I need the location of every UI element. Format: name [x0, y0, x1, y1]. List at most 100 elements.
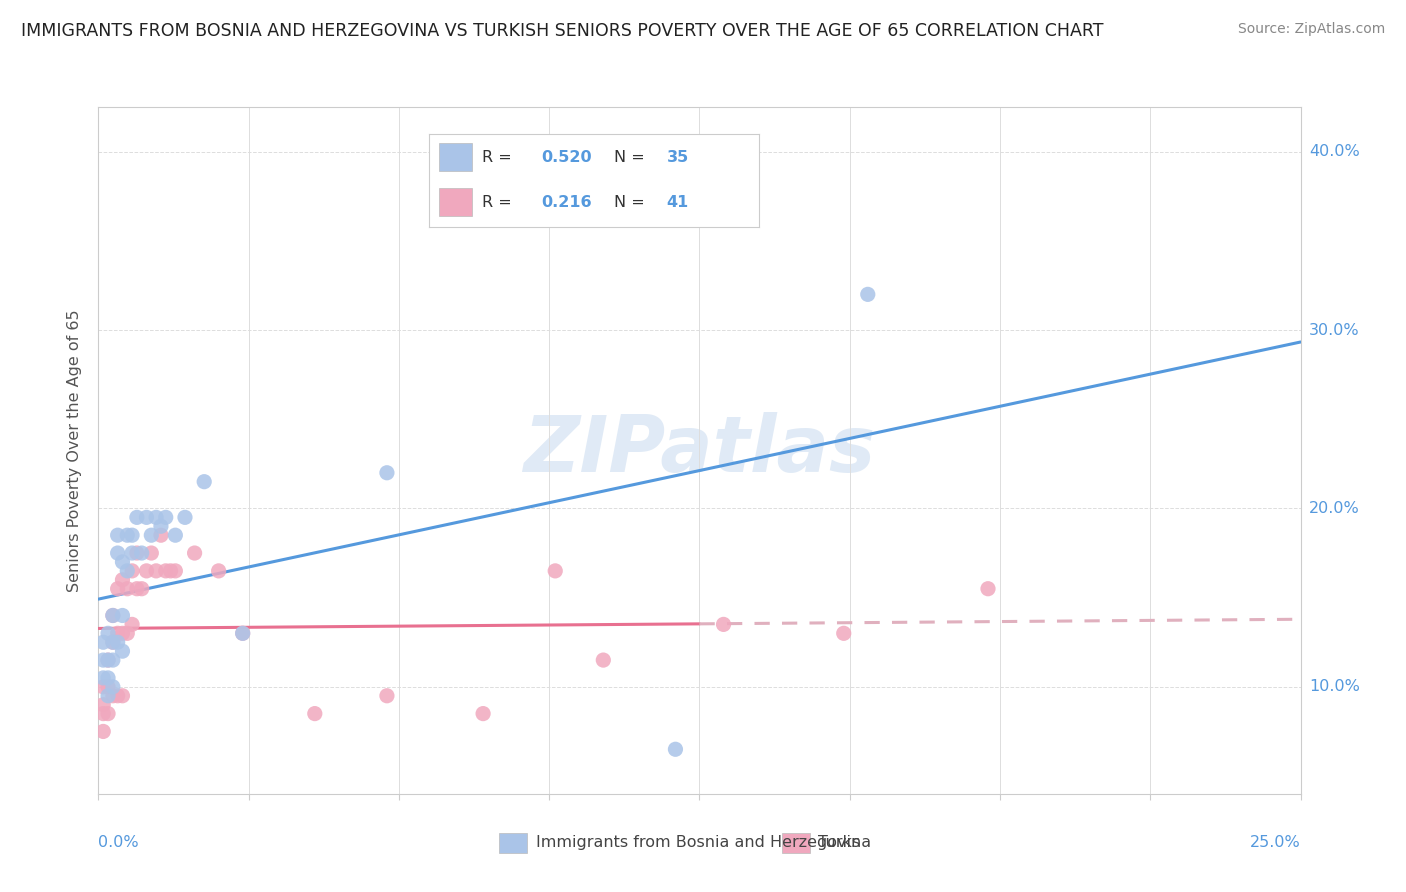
- Point: [107, 635, 129, 649]
- Point: [141, 546, 163, 560]
- Text: N =: N =: [614, 150, 650, 165]
- Point: [107, 689, 129, 703]
- Text: IMMIGRANTS FROM BOSNIA AND HERZEGOVINA VS TURKISH SENIORS POVERTY OVER THE AGE O: IMMIGRANTS FROM BOSNIA AND HERZEGOVINA V…: [21, 22, 1104, 40]
- Point: [101, 680, 124, 694]
- Bar: [499, 833, 527, 853]
- Point: [91, 653, 114, 667]
- Point: [208, 564, 231, 578]
- Point: [111, 689, 134, 703]
- Bar: [439, 188, 472, 216]
- Text: Immigrants from Bosnia and Herzegovina: Immigrants from Bosnia and Herzegovina: [536, 836, 870, 850]
- Point: [111, 555, 134, 569]
- Y-axis label: Seniors Poverty Over the Age of 65: Seniors Poverty Over the Age of 65: [67, 310, 83, 591]
- Bar: [439, 144, 472, 171]
- Point: [155, 564, 177, 578]
- Point: [125, 546, 148, 560]
- Text: R =: R =: [482, 150, 516, 165]
- Point: [121, 528, 143, 542]
- Point: [544, 564, 567, 578]
- Point: [232, 626, 254, 640]
- Point: [97, 680, 120, 694]
- Point: [117, 626, 139, 640]
- Point: [97, 653, 120, 667]
- Point: [101, 635, 124, 649]
- Text: 25.0%: 25.0%: [1250, 836, 1301, 850]
- Point: [155, 510, 177, 524]
- Point: [97, 706, 120, 721]
- Point: [977, 582, 1000, 596]
- Point: [713, 617, 735, 632]
- Point: [145, 510, 167, 524]
- Text: N =: N =: [614, 194, 650, 210]
- Point: [165, 564, 187, 578]
- Text: 40.0%: 40.0%: [1309, 145, 1360, 159]
- Text: 41: 41: [666, 194, 689, 210]
- Point: [125, 582, 148, 596]
- Point: [131, 582, 153, 596]
- Point: [91, 706, 114, 721]
- Point: [125, 510, 148, 524]
- Point: [101, 653, 124, 667]
- Point: [107, 528, 129, 542]
- Point: [97, 689, 120, 703]
- Point: [101, 608, 124, 623]
- Point: [97, 653, 120, 667]
- Point: [101, 608, 124, 623]
- Point: [375, 689, 398, 703]
- Point: [592, 653, 614, 667]
- Text: Source: ZipAtlas.com: Source: ZipAtlas.com: [1237, 22, 1385, 37]
- Text: 0.0%: 0.0%: [98, 836, 139, 850]
- Bar: [782, 833, 810, 853]
- Point: [111, 626, 134, 640]
- Point: [107, 546, 129, 560]
- Point: [375, 466, 398, 480]
- Point: [111, 644, 134, 658]
- Point: [97, 626, 120, 640]
- Point: [91, 698, 114, 712]
- Point: [91, 635, 114, 649]
- Point: [111, 573, 134, 587]
- Text: 30.0%: 30.0%: [1309, 323, 1360, 337]
- Text: Turks: Turks: [818, 836, 860, 850]
- Point: [101, 635, 124, 649]
- Point: [121, 564, 143, 578]
- Text: R =: R =: [482, 194, 516, 210]
- Point: [145, 564, 167, 578]
- Point: [117, 564, 139, 578]
- Point: [91, 724, 114, 739]
- Text: 35: 35: [666, 150, 689, 165]
- Point: [141, 528, 163, 542]
- Point: [91, 671, 114, 685]
- Text: 0.520: 0.520: [541, 150, 592, 165]
- Point: [117, 528, 139, 542]
- Point: [159, 564, 181, 578]
- Point: [193, 475, 215, 489]
- Point: [131, 546, 153, 560]
- Point: [111, 608, 134, 623]
- Point: [149, 519, 172, 533]
- Point: [183, 546, 205, 560]
- Point: [121, 617, 143, 632]
- Point: [165, 528, 187, 542]
- Point: [135, 510, 157, 524]
- Point: [232, 626, 254, 640]
- Point: [664, 742, 686, 756]
- Point: [101, 689, 124, 703]
- Point: [121, 546, 143, 560]
- Point: [117, 582, 139, 596]
- Text: 20.0%: 20.0%: [1309, 501, 1360, 516]
- Point: [856, 287, 879, 301]
- Point: [135, 564, 157, 578]
- Point: [149, 528, 172, 542]
- Point: [97, 671, 120, 685]
- Point: [174, 510, 197, 524]
- Point: [91, 680, 114, 694]
- Text: 10.0%: 10.0%: [1309, 680, 1360, 694]
- Point: [832, 626, 855, 640]
- Point: [472, 706, 495, 721]
- Text: 0.216: 0.216: [541, 194, 592, 210]
- Point: [107, 582, 129, 596]
- Point: [304, 706, 326, 721]
- Text: ZIPatlas: ZIPatlas: [523, 412, 876, 489]
- Point: [107, 626, 129, 640]
